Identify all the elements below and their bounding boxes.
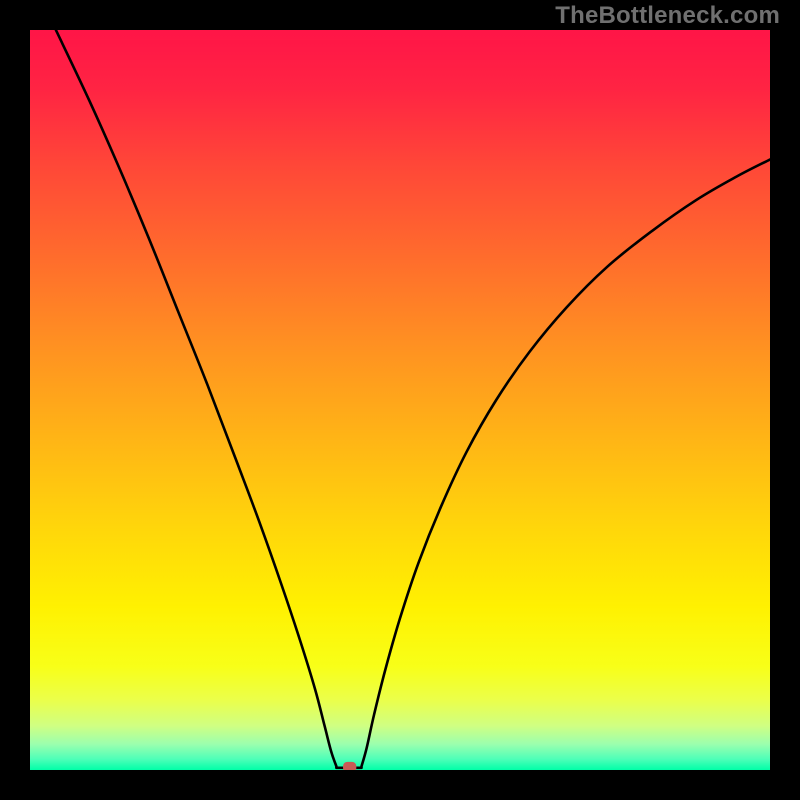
chart-frame: TheBottleneck.com [0, 0, 800, 800]
chart-background [30, 30, 770, 770]
bottleneck-chart-svg [30, 30, 770, 770]
watermark-text: TheBottleneck.com [555, 2, 780, 30]
plot-area [30, 30, 770, 770]
optimum-marker [343, 762, 356, 770]
